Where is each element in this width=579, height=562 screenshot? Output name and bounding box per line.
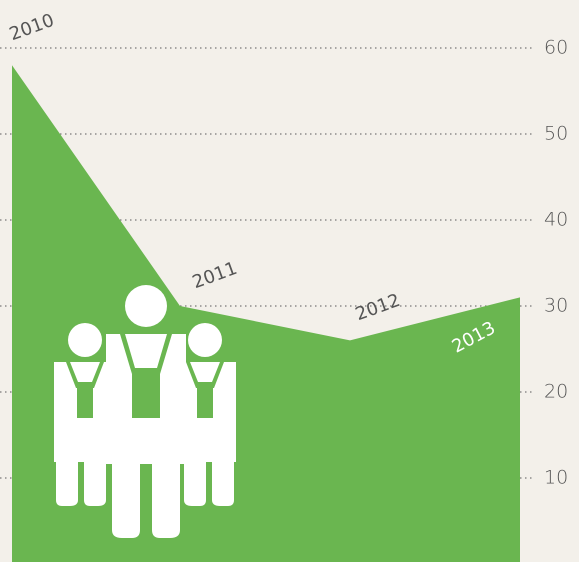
y-tick-label: 20	[544, 381, 568, 403]
y-tick-label: 30	[544, 295, 568, 317]
y-tick-label: 40	[544, 209, 568, 231]
y-tick-label: 60	[544, 37, 568, 59]
y-tick-label: 50	[544, 123, 568, 145]
y-tick-label: 10	[544, 467, 568, 489]
people-icon	[54, 285, 236, 538]
